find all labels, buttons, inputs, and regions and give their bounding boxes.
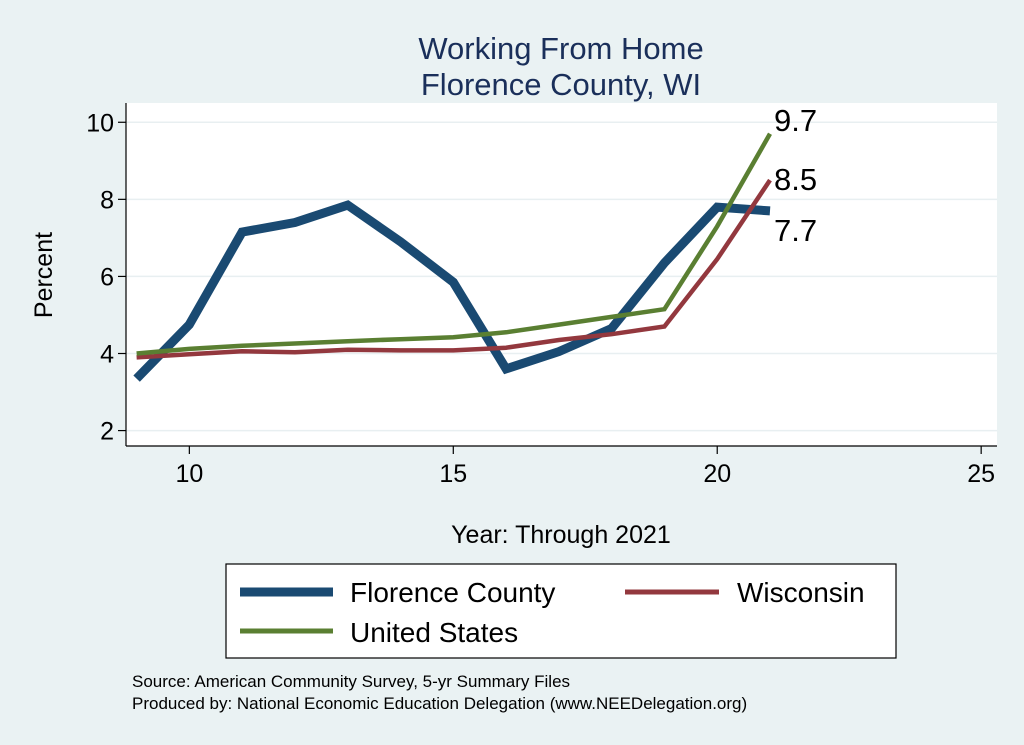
source-line-2: Produced by: National Economic Education… <box>132 694 747 713</box>
end-labels: 7.7 8.5 9.7 <box>774 103 817 248</box>
ticks: 2 4 6 8 10 10 15 20 25 <box>86 109 995 488</box>
series-line-united-states <box>136 132 772 356</box>
legend-label-wisconsin: Wisconsin <box>737 577 865 608</box>
y-axis-label: Percent <box>30 232 58 318</box>
x-tick-label: 10 <box>175 460 203 488</box>
chart-title-line-1: Working From Home <box>418 31 703 66</box>
x-tick-label: 25 <box>967 460 995 488</box>
plot-area <box>126 103 997 446</box>
series <box>133 132 772 382</box>
y-tick-label: 6 <box>100 263 114 291</box>
end-label-united-states: 9.7 <box>774 103 817 138</box>
legend-label-florence-county: Florence County <box>350 577 555 608</box>
y-tick-label: 2 <box>100 418 114 446</box>
legend: Florence County Wisconsin United States <box>225 563 897 659</box>
y-tick-label: 8 <box>100 186 114 214</box>
x-tick-label: 20 <box>703 460 731 488</box>
x-tick-label: 15 <box>439 460 467 488</box>
y-tick-label: 10 <box>86 109 114 137</box>
x-axis-label: Year: Through 2021 <box>451 521 671 549</box>
source-line-1: Source: American Community Survey, 5-yr … <box>132 672 570 691</box>
end-label-wisconsin: 8.5 <box>774 162 817 197</box>
end-label-florence-county: 7.7 <box>774 213 817 248</box>
legend-label-united-states: United States <box>350 617 518 648</box>
legend-box <box>225 563 897 659</box>
chart-title-line-2: Florence County, WI <box>421 67 701 102</box>
series-line-wisconsin <box>136 178 772 360</box>
y-tick-label: 4 <box>100 341 114 369</box>
series-line-florence-county <box>133 200 771 382</box>
